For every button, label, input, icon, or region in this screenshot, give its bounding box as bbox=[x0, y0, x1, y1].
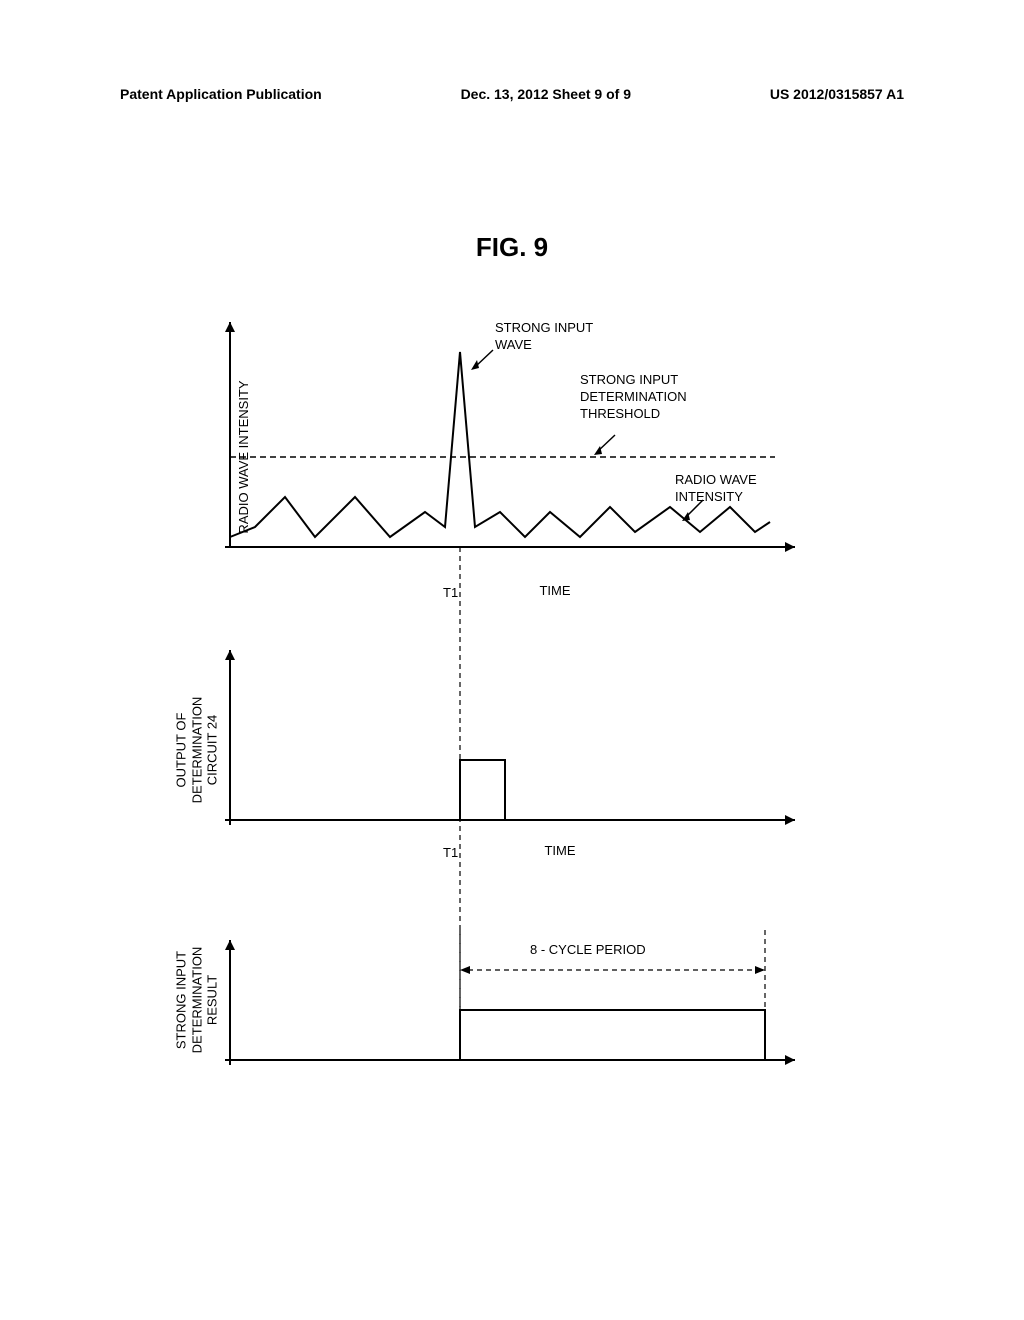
chart1-ann-intensity: RADIO WAVE INTENSITY bbox=[675, 472, 757, 506]
chart3-ann-period: 8 - CYCLE PERIOD bbox=[530, 942, 646, 959]
chart1-tick-t1: T1 bbox=[443, 585, 458, 600]
chart2-tick-t1: T1 bbox=[443, 845, 458, 860]
chart2-y-label: OUTPUT OF DETERMINATION CIRCUIT 24 bbox=[174, 680, 221, 820]
header-right: US 2012/0315857 A1 bbox=[770, 86, 904, 102]
figure-title: FIG. 9 bbox=[0, 232, 1024, 263]
chart2-svg bbox=[215, 640, 815, 840]
page-header: Patent Application Publication Dec. 13, … bbox=[0, 86, 1024, 102]
chart-determination-result: STRONG INPUT DETERMINATION RESULT 8 - CY… bbox=[215, 900, 815, 1100]
chart1-x-label: TIME bbox=[539, 583, 570, 598]
chart1-ann-threshold: STRONG INPUT DETERMINATION THRESHOLD bbox=[580, 372, 687, 423]
chart3-svg bbox=[215, 900, 815, 1080]
header-center: Dec. 13, 2012 Sheet 9 of 9 bbox=[461, 86, 631, 102]
chart2-x-label: TIME bbox=[544, 843, 575, 858]
chart3-y-label: STRONG INPUT DETERMINATION RESULT bbox=[174, 925, 221, 1075]
chart1-ann-strong-wave: STRONG INPUT WAVE bbox=[495, 320, 593, 354]
header-left: Patent Application Publication bbox=[120, 86, 322, 102]
chart-determination-output: OUTPUT OF DETERMINATION CIRCUIT 24 T1 TI… bbox=[215, 640, 815, 860]
chart1-y-label: RADIO WAVE INTENSITY bbox=[236, 380, 252, 533]
chart-radio-wave-intensity: RADIO WAVE INTENSITY T1 TIME STRONG INPU… bbox=[215, 312, 815, 602]
